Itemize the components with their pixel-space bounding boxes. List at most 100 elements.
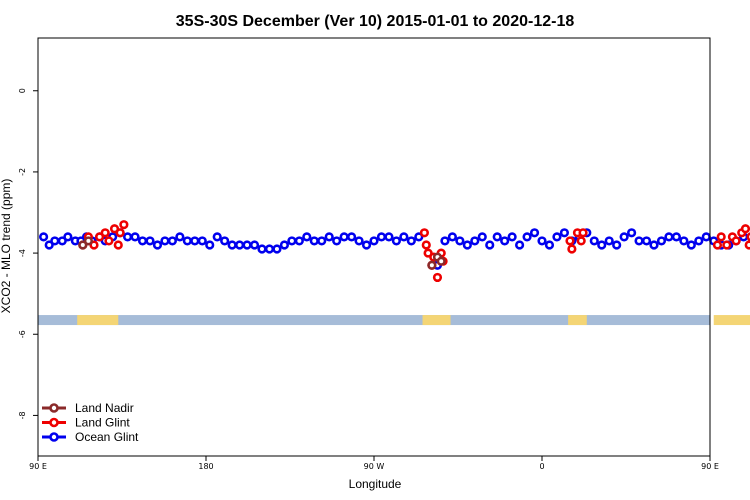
x-axis-label: Longitude (349, 477, 402, 491)
data-point (744, 240, 750, 250)
data-point (423, 248, 433, 258)
data-point (694, 236, 704, 246)
x-tick-label: 0 (539, 462, 544, 471)
data-point (470, 236, 480, 246)
data-point (537, 236, 547, 246)
data-point (455, 236, 465, 246)
data-point (731, 236, 741, 246)
data-point (419, 228, 430, 238)
land-segment (422, 315, 451, 326)
data-point (83, 236, 93, 246)
data-point (507, 232, 517, 242)
data-point (205, 240, 215, 250)
data-point (399, 232, 409, 242)
data-point (619, 232, 629, 242)
data-point (576, 236, 586, 246)
data-point (544, 240, 555, 250)
data-point (578, 228, 588, 238)
data-point (500, 236, 510, 246)
data-point (94, 232, 105, 242)
ocean-strip (38, 315, 710, 326)
data-point (369, 236, 379, 246)
data-point (589, 236, 599, 246)
data-point (716, 232, 726, 242)
data-point (671, 232, 682, 242)
data-point (447, 232, 458, 242)
data-point (317, 236, 327, 246)
data-point (249, 240, 260, 250)
data-point (421, 240, 431, 250)
data-point (130, 232, 140, 242)
data-point (679, 236, 689, 246)
data-point (109, 224, 120, 234)
data-point (38, 232, 49, 242)
data-point (529, 228, 540, 238)
data-point (137, 236, 148, 246)
legend-label: Ocean Glint (75, 430, 139, 444)
data-point (664, 232, 674, 242)
x-tick-label: 180 (198, 462, 213, 471)
data-point (492, 232, 502, 242)
data-point (167, 236, 177, 246)
y-tick-label: 0 (18, 88, 27, 93)
y-tick-label: -8 (18, 411, 27, 419)
land-ocean-strip (38, 315, 750, 326)
data-point (302, 232, 312, 242)
data-point (427, 260, 437, 270)
data-point (324, 232, 334, 242)
data-point (462, 240, 472, 250)
data-point (190, 236, 200, 246)
data-point (740, 224, 750, 234)
data-point (78, 240, 88, 250)
data-point (559, 228, 570, 238)
legend-marker (49, 417, 59, 428)
data-point (212, 232, 222, 242)
data-point (376, 232, 387, 242)
data-point (347, 232, 357, 242)
data-point (332, 236, 342, 246)
data-point (432, 272, 443, 283)
data-point (686, 240, 696, 250)
data-points (38, 220, 750, 283)
data-point (287, 236, 297, 246)
data-point (122, 232, 133, 242)
data-point (227, 240, 237, 250)
data-point (514, 240, 525, 250)
data-point (522, 232, 532, 242)
legend-label: Land Nadir (75, 401, 134, 415)
y-tick-label: -6 (18, 330, 27, 338)
data-point (565, 236, 575, 246)
data-point (384, 232, 394, 242)
data-point (44, 240, 54, 250)
data-point (309, 236, 319, 246)
data-point (354, 236, 364, 246)
data-point (257, 244, 267, 254)
data-point (649, 240, 659, 250)
data-point (701, 232, 711, 242)
data-point (567, 244, 577, 254)
data-point (436, 256, 446, 266)
data-point (152, 240, 163, 250)
land-segment (77, 315, 119, 326)
y-axis-label: XCO2 - MLO trend (ppm) (0, 179, 13, 314)
y-tick-label: -2 (18, 168, 27, 176)
legend-label: Land Glint (75, 416, 130, 430)
data-point (339, 232, 349, 242)
data-point (746, 232, 750, 242)
data-point (57, 236, 67, 246)
x-tick-label: 90 E (29, 462, 47, 471)
data-point (63, 232, 73, 242)
data-point (100, 228, 110, 238)
data-point (712, 240, 723, 250)
data-point (597, 240, 607, 250)
data-point (656, 236, 667, 246)
data-point (406, 236, 416, 246)
data-point (414, 232, 424, 242)
data-point (722, 240, 732, 250)
data-point (182, 236, 192, 246)
data-point (612, 240, 622, 250)
data-point (235, 240, 245, 250)
